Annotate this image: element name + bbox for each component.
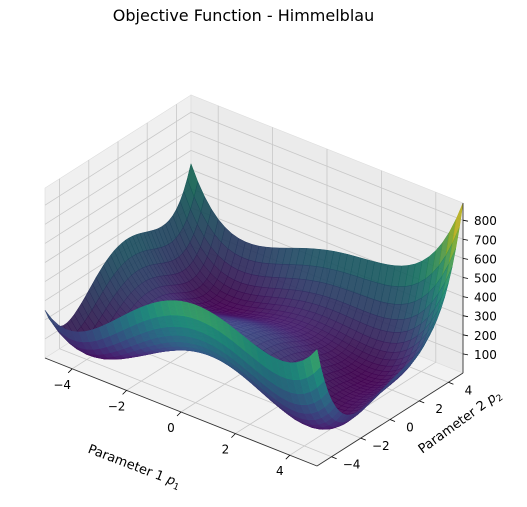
x-tick	[176, 411, 182, 417]
z-tick	[462, 296, 469, 298]
z-tick	[462, 219, 469, 222]
surface-mesh	[44, 162, 464, 430]
y-tick	[360, 437, 366, 441]
x-tick	[285, 454, 291, 460]
z-tick-label: 400	[474, 291, 497, 305]
tick-marks	[67, 219, 469, 460]
z-tick-label: 300	[474, 310, 497, 324]
x-tick-label: 2	[222, 443, 230, 457]
tick-labels: −4 −2 0 2 4 −4 −2 0 2 4 100 200 300 400 500 600 700 800	[53, 214, 497, 478]
z-tick	[462, 334, 469, 337]
y-tick-label: −2	[372, 439, 390, 453]
chart-title: Objective Function - Himmelblau	[112, 6, 375, 25]
y-tick-label: −4	[343, 458, 361, 472]
z-tick	[462, 238, 469, 241]
z-tick-label: 700	[474, 233, 497, 247]
z-tick-label: 100	[474, 348, 497, 362]
z-tick-label: 800	[474, 214, 497, 228]
z-tick	[462, 353, 469, 356]
y-tick	[448, 381, 454, 385]
x-tick-label: 4	[276, 464, 284, 478]
x-tick	[122, 390, 127, 395]
x-tick-label: −2	[108, 399, 126, 413]
y-axis-label: Parameter 2 p2	[416, 387, 505, 458]
surface-patch	[309, 349, 321, 374]
grid-line-y	[59, 178, 332, 458]
x-tick	[231, 433, 236, 438]
y-tick-label: 4	[465, 383, 473, 397]
x-tick	[67, 368, 73, 374]
z-tick-label: 500	[474, 271, 497, 285]
y-tick-label: 2	[435, 402, 443, 416]
grid-line-z	[44, 149, 464, 259]
x-tick-label: −4	[53, 378, 71, 392]
x-axis-label: Parameter 1 p1	[85, 442, 183, 493]
y-tick-label: 0	[406, 421, 414, 435]
y-tick	[331, 456, 337, 460]
grid-line-z	[44, 111, 464, 221]
x-tick-label: 0	[167, 421, 175, 435]
z-tick	[462, 258, 469, 260]
z-tick	[462, 277, 469, 279]
y-tick	[419, 400, 425, 404]
z-tick-label: 200	[474, 329, 497, 343]
y-tick	[389, 419, 396, 422]
grid-line-z	[44, 130, 464, 240]
z-tick-label: 600	[474, 252, 497, 266]
z-tick	[462, 315, 469, 318]
